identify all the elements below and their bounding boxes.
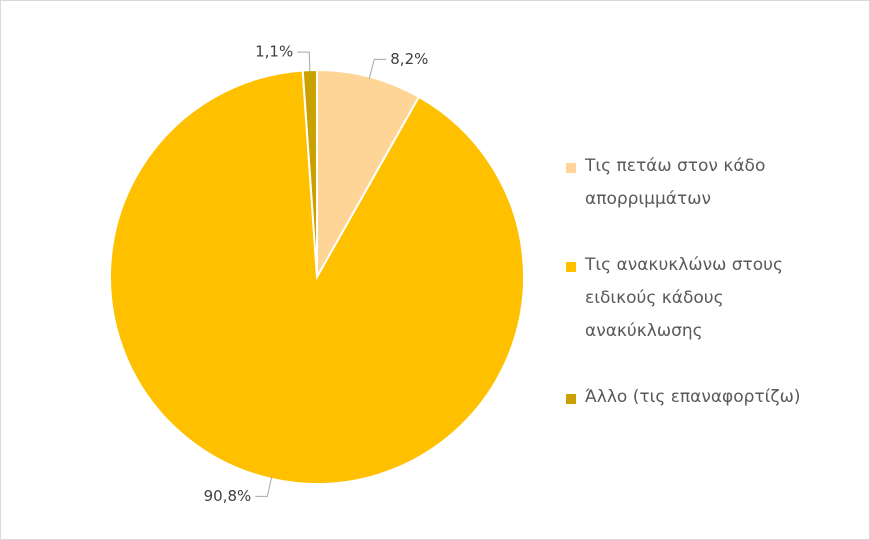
leader-line (368, 58, 387, 79)
legend-label: Άλλο (τις επαναφορτίζω) (585, 387, 801, 407)
legend: Τις πετάω στον κάδο απορριμμάτων Τις ανακ… (566, 150, 830, 447)
legend-swatch (566, 262, 576, 272)
legend-item: Τις ανακυκλώνω στους ειδικούς κάδους ανα… (566, 249, 830, 348)
legend-swatch (566, 163, 576, 173)
leader-line (255, 476, 273, 497)
legend-label: Τις ανακυκλώνω στους ειδικούς κάδους ανα… (585, 255, 783, 341)
data-label: 90,8% (204, 487, 252, 505)
leader-line (297, 51, 311, 73)
legend-label: Τις πετάω στον κάδο απορριμμάτων (585, 156, 766, 209)
legend-item: Άλλο (τις επαναφορτίζω) (566, 381, 830, 414)
legend-swatch (566, 394, 576, 404)
data-label: 1,1% (255, 43, 293, 61)
data-label: 8,2% (390, 50, 428, 68)
legend-item: Τις πετάω στον κάδο απορριμμάτων (566, 150, 830, 216)
